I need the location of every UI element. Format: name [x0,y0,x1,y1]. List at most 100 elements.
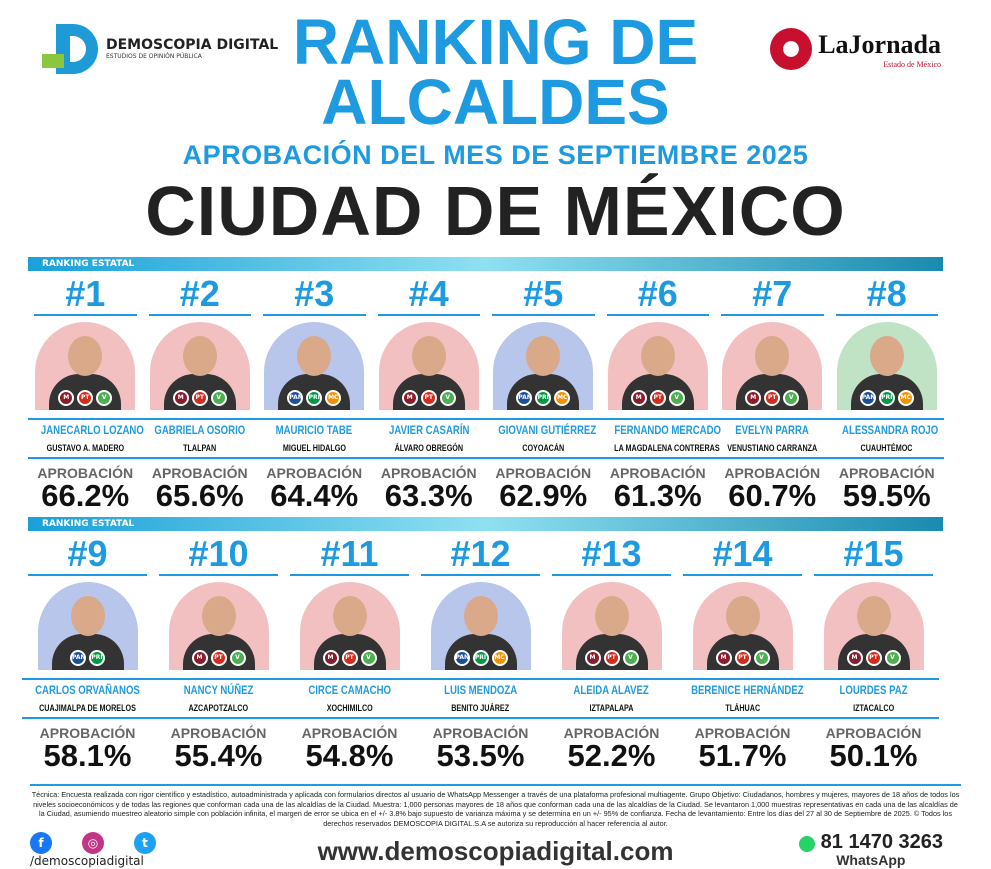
approval-label: APROBACIÓN [495,465,592,481]
methodology-text: Técnica: Encuesta realizada con rigor ci… [30,784,961,828]
facebook-icon[interactable]: f [30,832,52,854]
candidate-photo: M PT V [722,322,823,410]
morena-party-icon: M [172,390,189,406]
subtitle: APROBACIÓN DEL MES DE SEPTIEMBRE 2025 [182,140,809,170]
candidate-photo: PAN PRI MC [493,322,594,410]
district-name: MIGUEL HIDALGO [282,443,346,453]
verde-party-icon: V [753,650,770,666]
candidate-card: #9 PAN PRI CARLOS ORVAÑANOS CUAJIMALPA DE… [22,536,153,771]
morena-party-icon: M [630,390,647,406]
social-handle[interactable]: /demoscopiadigital [30,854,144,868]
whatsapp-contact[interactable]: 81 1470 3263 WhatsApp [798,832,943,868]
website-url[interactable]: www.demoscopiadigital.com [317,836,674,866]
candidate-card: #1 M PT V JANECARLO LOZANO GUSTAVO A. MADE… [28,276,144,513]
verde-party-icon: V [439,390,456,406]
verde-party-icon: V [96,390,113,406]
approval-value: 65.6% [155,478,244,513]
candidate-card: #10 M PT V NANCY NÚÑEZ AZCAPOTZALCO APROBA… [153,536,284,771]
brand-tagline: ESTUDIOS DE OPINIÓN PÚBLICA [106,53,202,60]
approval-label: APROBACIÓN [151,465,248,481]
approval-label: APROBACIÓN [724,465,821,481]
district-name: VENUSTIANO CARRANZA [727,443,818,453]
pan-party-icon: PAN [287,390,304,406]
approval-value: 62.9% [499,478,588,513]
approval-value: 50.1% [829,738,918,773]
pri-party-icon: PRI [306,390,323,406]
morena-party-icon: M [191,650,208,666]
mc-party-icon: MC [325,390,342,406]
candidate-photo: M PT V [299,582,400,670]
candidate-name: JANECARLO LOZANO [40,423,144,437]
approval-value: 58.1% [43,738,132,773]
approval-label: APROBACIÓN [39,725,136,741]
verde-party-icon: V [229,650,246,666]
whatsapp-icon [798,835,815,852]
candidate-photo: M PT V [149,322,250,410]
candidate-photo: M PT V [823,582,924,670]
pt-party-icon: PT [191,390,208,406]
rank-number: #6 [606,276,709,316]
candidate-card: #8 PAN PRI MC ALESSANDRA ROJO CUAUHTÉMOC A… [829,276,944,511]
rank-number: #9 [28,536,147,576]
candidate-photo: M PT V [561,582,662,670]
candidate-card: #7 M PT V EVELYN PARRA VENUSTIANO CARRANZA… [715,276,830,511]
pt-party-icon: PT [420,390,437,406]
approval-label: APROBACIÓN [432,725,529,741]
ranking-banner-2: RANKING ESTATAL [28,517,943,531]
rank-number: #14 [683,536,802,576]
approval-label: APROBACIÓN [170,725,267,741]
title-line2: ALCALDES [321,66,670,138]
approval-label: APROBACIÓN [609,465,706,481]
verde-party-icon: V [622,650,639,666]
district-name: TLÁHUAC [725,703,760,713]
approval-value: 66.2% [41,478,130,513]
candidate-card: #11 M PT V CIRCE CAMACHO XOCHIMILCO APROBA… [284,536,415,771]
district-name: TLALPAN [183,443,217,453]
demoscopia-d-icon [42,24,100,74]
verde-party-icon: V [668,390,685,406]
candidate-photo: PAN PRI MC [430,582,531,670]
pt-party-icon: PT [865,650,882,666]
candidate-name: EVELYN PARRA [735,423,810,437]
pan-party-icon: PAN [70,650,86,666]
whatsapp-label: WhatsApp [836,852,906,868]
rank-number: #10 [159,536,278,576]
pt-party-icon: PT [77,390,94,406]
ranking-banner-1: RANKING ESTATAL [28,257,943,271]
candidate-card: #15 M PT V LOURDES PAZ IZTACALCO APROBACIÓ… [808,536,939,771]
candidate-card: #5 PAN PRI MC GIOVANI GUTIÉRREZ COYOACÁN A… [486,276,601,511]
mc-party-icon: MC [897,390,914,406]
mc-party-icon: MC [554,390,571,406]
district-name: CUAUHTÉMOC [860,443,913,453]
morena-party-icon: M [322,650,339,666]
candidate-card: #12 PAN PRI MC LUIS MENDOZA BENITO JUÁREZ … [415,536,546,771]
district-name: IZTAPALAPA [589,703,634,713]
candidate-name: NANCY NÚÑEZ [183,683,254,697]
district-name: AZCAPOTZALCO [188,703,249,713]
candidate-card: #4 M PT V JAVIER CASARÍN ÁLVARO OBREGÓN AP… [371,276,486,511]
approval-value: 60.7% [728,478,817,513]
rank-number: #1 [34,276,137,316]
candidate-card: #3 PAN PRI MC MAURICIO TABE MIGUEL HIDALGO… [257,276,372,511]
verde-party-icon: V [210,390,227,406]
candidate-name: GABRIELA OSORIO [154,423,246,437]
pt-party-icon: PT [341,650,358,666]
pri-party-icon: PRI [535,390,552,406]
candidate-name: ALESSANDRA ROJO [841,423,938,437]
district-name: ÁLVARO OBREGÓN [394,443,464,453]
partner-sub: Estado de México [883,59,941,69]
pt-party-icon: PT [649,390,666,406]
pt-party-icon: PT [734,650,751,666]
candidate-photo: M PT V [378,322,479,410]
district-name: GUSTAVO A. MADERO [46,443,124,453]
morena-party-icon: M [745,390,762,406]
district-name: COYOACÁN [522,443,565,453]
twitter-icon[interactable]: t [134,832,156,854]
pri-party-icon: PRI [472,650,489,666]
approval-label: APROBACIÓN [266,465,363,481]
candidate-photo: PAN PRI [37,582,138,670]
verde-party-icon: V [360,650,377,666]
instagram-icon[interactable]: ◎ [82,832,104,854]
district-name: LA MAGDALENA CONTRERAS [613,443,720,453]
approval-label: APROBACIÓN [37,465,134,481]
